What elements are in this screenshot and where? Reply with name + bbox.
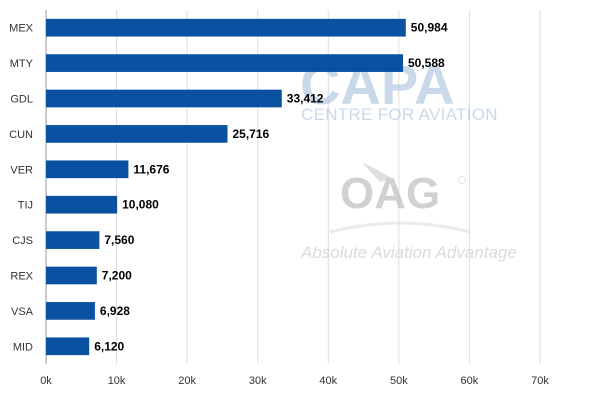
category-labels: MEX MTY GDL CUN VER TIJ CJS REX VSA MID [9, 23, 34, 354]
oag-swoosh-icon [362, 162, 392, 182]
bar [46, 337, 90, 356]
data-label: 33,412 [287, 92, 324, 106]
data-label: 11,676 [133, 162, 169, 176]
x-tick-label: 10k [108, 375, 126, 387]
category-label: MTY [10, 58, 34, 70]
data-label: 50,984 [411, 21, 448, 35]
data-label: 7,560 [104, 233, 134, 247]
bar [46, 195, 118, 214]
oag-tagline: Absolute Aviation Advantage [300, 243, 517, 262]
bar [46, 266, 97, 285]
category-label: VSA [11, 306, 34, 318]
x-tick-label: 30k [249, 375, 267, 387]
category-label: VER [10, 164, 33, 176]
category-label: CUN [9, 129, 33, 141]
data-label: 25,716 [232, 127, 269, 141]
registered-icon [458, 176, 466, 184]
bar [46, 302, 95, 320]
data-labels: 50,984 50,588 33,412 25,716 11,676 10,080 7,56… [94, 21, 448, 354]
x-tick-label: 0k [40, 375, 52, 387]
oag-logo: OAG [340, 169, 440, 218]
x-tick-label: 20k [178, 375, 196, 387]
data-label: 6,928 [100, 304, 130, 318]
bar [46, 160, 129, 179]
bars [46, 18, 406, 356]
bar [46, 54, 404, 72]
category-label: GDL [10, 94, 33, 106]
category-label: REX [10, 271, 33, 283]
data-label: 6,120 [94, 339, 124, 353]
category-label: MEX [9, 23, 34, 35]
data-label: 50,588 [408, 56, 445, 70]
bar [46, 125, 228, 143]
x-tick-label: 70k [531, 375, 549, 387]
category-label: MID [13, 341, 33, 353]
oag-watermark: OAG Absolute Aviation Advantage [300, 162, 517, 262]
bar [46, 18, 406, 37]
x-tick-label: 60k [461, 375, 479, 387]
data-label: 7,200 [102, 269, 132, 283]
capa-tagline: CENTRE FOR AVIATION [301, 105, 498, 124]
category-label: CJS [12, 235, 33, 247]
x-tick-label: 50k [390, 375, 408, 387]
bar [46, 89, 282, 108]
category-label: TIJ [18, 200, 33, 212]
oag-arc-icon [329, 221, 471, 234]
x-axis-tick-labels: 0k 10k 20k 30k 40k 50k 60k 70k [40, 375, 549, 387]
bar [46, 231, 100, 249]
data-label: 10,080 [122, 198, 159, 212]
x-tick-label: 40k [319, 375, 337, 387]
